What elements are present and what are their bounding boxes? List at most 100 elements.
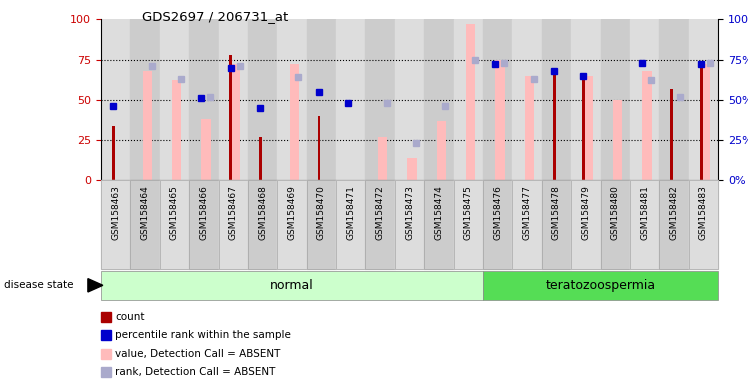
Text: GSM158476: GSM158476 [493,185,502,240]
Bar [689,180,718,269]
Bar [101,180,130,269]
Bar [101,19,130,180]
Bar [366,180,395,269]
Text: disease state: disease state [4,280,73,290]
Bar [189,180,218,269]
Bar [630,180,659,269]
Bar [172,81,182,180]
Text: GDS2697 / 206731_at: GDS2697 / 206731_at [142,10,289,23]
Bar [395,180,424,269]
Bar [583,76,593,180]
Text: GSM158475: GSM158475 [464,185,473,240]
Bar [643,71,652,180]
Bar [495,60,505,180]
Bar [453,180,483,269]
Bar [231,65,240,180]
Bar [437,121,446,180]
Bar [218,180,248,269]
Bar [571,180,601,269]
Text: GSM158467: GSM158467 [229,185,238,240]
Bar [483,19,512,180]
Bar [318,116,320,180]
Bar [101,271,483,300]
Text: GSM158465: GSM158465 [170,185,179,240]
Text: GSM158468: GSM158468 [258,185,267,240]
Bar [336,180,366,269]
Text: GSM158472: GSM158472 [375,185,384,240]
Bar [689,19,718,180]
Bar [248,180,278,269]
Bar [160,19,189,180]
Bar [130,180,160,269]
Bar [307,180,336,269]
Bar [601,19,630,180]
Bar [259,137,262,180]
Bar [248,19,278,180]
Bar [601,180,630,269]
Bar [512,180,542,269]
Bar [130,19,160,180]
Bar [218,180,248,269]
Text: GSM158477: GSM158477 [523,185,532,240]
Bar [130,180,160,269]
Text: count: count [115,312,144,322]
Bar [630,19,659,180]
Bar [542,180,571,269]
Bar [542,19,571,180]
Text: GSM158464: GSM158464 [141,185,150,240]
Bar [307,19,336,180]
Bar [512,19,542,180]
Bar [143,71,152,180]
Bar [699,65,702,180]
Bar [101,180,130,269]
Bar [395,180,424,269]
Text: GSM158471: GSM158471 [346,185,355,240]
Text: GSM158470: GSM158470 [317,185,326,240]
Text: value, Detection Call = ABSENT: value, Detection Call = ABSENT [115,349,280,359]
Bar [160,180,189,269]
Bar [307,180,336,269]
Bar [582,76,585,180]
Bar [366,180,395,269]
Bar [289,65,299,180]
Bar [201,119,211,180]
Bar [483,271,718,300]
Bar [453,180,483,269]
Text: GSM158480: GSM158480 [610,185,620,240]
Text: GSM158473: GSM158473 [405,185,414,240]
Bar [542,180,571,269]
Bar [336,180,366,269]
Bar [424,19,453,180]
Bar [336,19,366,180]
Bar [278,180,307,269]
Text: GSM158474: GSM158474 [435,185,444,240]
Text: rank, Detection Call = ABSENT: rank, Detection Call = ABSENT [115,367,275,377]
Bar [524,76,534,180]
Bar [466,24,475,180]
Bar [189,180,218,269]
Text: GSM158479: GSM158479 [581,185,590,240]
Text: normal: normal [270,279,314,291]
Text: GSM158478: GSM158478 [552,185,561,240]
Bar [453,19,483,180]
Bar [483,180,512,269]
Bar [160,180,189,269]
Text: percentile rank within the sample: percentile rank within the sample [115,330,291,340]
Bar [659,180,689,269]
Polygon shape [88,279,103,292]
Text: GSM158469: GSM158469 [287,185,296,240]
Bar [278,180,307,269]
Bar [701,65,711,180]
Bar [659,180,689,269]
Bar [189,19,218,180]
Bar [553,71,556,180]
Bar [112,126,114,180]
Text: GSM158466: GSM158466 [199,185,209,240]
Bar [278,19,307,180]
Bar [571,180,601,269]
Text: GSM158463: GSM158463 [111,185,120,240]
Bar [230,55,233,180]
Bar [407,158,417,180]
Bar [601,180,630,269]
Bar [571,19,601,180]
